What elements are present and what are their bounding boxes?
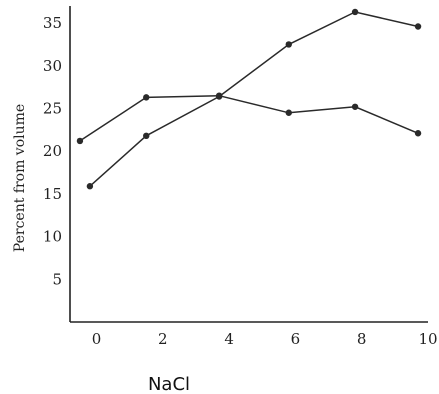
series-group (76, 8, 422, 190)
series-2-point (143, 132, 150, 140)
y-tick-label: 30 (43, 57, 62, 75)
x-tick-label: 8 (357, 330, 367, 348)
series-1-point (351, 103, 359, 110)
y-tick-label: 10 (43, 228, 62, 246)
y-tick-label: 20 (43, 142, 62, 160)
y-tick-label: 25 (43, 99, 62, 117)
series-1-line (79, 94, 419, 142)
y-tick-label: 35 (43, 14, 62, 32)
x-tick-label: 0 (92, 330, 102, 348)
x-tick-label: 4 (224, 330, 234, 348)
series-2-point (285, 41, 292, 48)
series-2-point (215, 93, 223, 100)
series-1-point (76, 137, 84, 145)
series-1-point (414, 130, 422, 137)
y-tick-label: 15 (43, 185, 62, 203)
series-2-line (89, 11, 419, 187)
tick-labels: 5 10 15 20 25 30 35 0 2 4 6 8 10 (43, 14, 438, 348)
x-axis-label: NaCl (148, 374, 190, 394)
y-tick-label: 5 (52, 270, 62, 288)
series-2-point (414, 23, 422, 30)
x-tick-label: 6 (291, 330, 301, 348)
x-tick-label: 10 (418, 330, 437, 348)
series-2-point (351, 8, 359, 16)
y-axis-label: Percent from volume (12, 104, 28, 252)
series-1-point (143, 94, 150, 101)
x-tick-label: 2 (158, 330, 168, 348)
series-2-point (86, 183, 94, 190)
series-1-point (285, 109, 292, 116)
